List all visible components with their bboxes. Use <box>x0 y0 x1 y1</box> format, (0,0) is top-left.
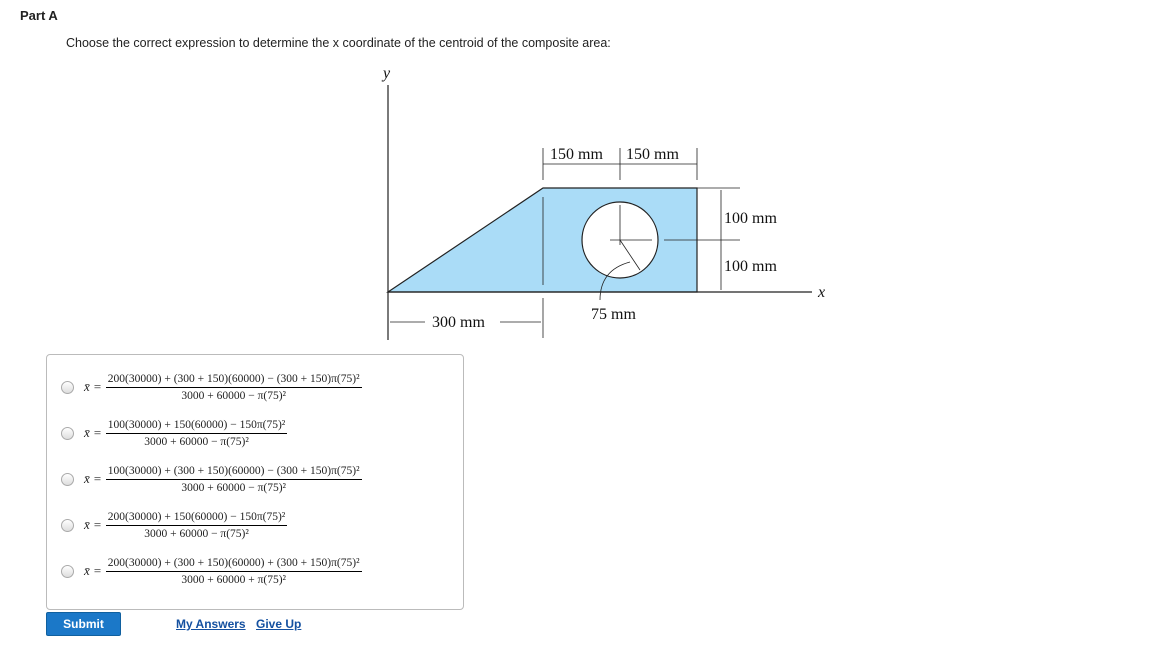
option-1[interactable]: x̄ = 200(30000) + (300 + 150)(60000) − (3… <box>61 367 362 407</box>
lhs: x̄ = <box>84 563 102 578</box>
numerator: 100(30000) + 150(60000) − 150π(75)² <box>105 419 288 434</box>
dim-100-top: 100 mm <box>724 210 777 227</box>
denominator: 3000 + 60000 − π(75)² <box>144 527 249 540</box>
dim-150-left: 150 mm <box>550 146 603 163</box>
my-answers-link[interactable]: My Answers <box>176 617 246 631</box>
numerator: 200(30000) + 150(60000) − 150π(75)² <box>105 511 288 526</box>
denominator: 3000 + 60000 − π(75)² <box>144 435 249 448</box>
radio-button[interactable] <box>61 518 74 532</box>
denominator: 3000 + 60000 + π(75)² <box>181 573 286 586</box>
denominator: 3000 + 60000 − π(75)² <box>181 481 286 494</box>
numerator: 200(30000) + (300 + 150)(60000) − (300 +… <box>105 373 362 388</box>
dim-150-right: 150 mm <box>626 146 679 163</box>
lhs: x̄ = <box>84 379 102 394</box>
radio-button[interactable] <box>61 380 74 394</box>
x-axis-label: x <box>817 284 825 301</box>
y-axis-label: y <box>381 65 391 82</box>
numerator: 200(30000) + (300 + 150)(60000) + (300 +… <box>105 557 362 572</box>
denominator: 3000 + 60000 − π(75)² <box>181 389 286 402</box>
lhs: x̄ = <box>84 425 102 440</box>
option-3[interactable]: x̄ = 100(30000) + (300 + 150)(60000) − (3… <box>61 459 362 499</box>
composite-area-diagram: y x 150 mm 150 mm 100 mm 100 mm 300 mm 7… <box>381 65 825 340</box>
dim-75-radius: 75 mm <box>591 306 636 323</box>
lhs: x̄ = <box>84 471 102 486</box>
question-prompt: Choose the correct expression to determi… <box>66 36 611 50</box>
radio-button[interactable] <box>61 426 74 440</box>
dim-100-bottom: 100 mm <box>724 258 777 275</box>
dim-300: 300 mm <box>432 314 485 331</box>
radio-button[interactable] <box>61 564 74 578</box>
submit-button[interactable]: Submit <box>46 612 121 636</box>
give-up-link[interactable]: Give Up <box>256 617 302 631</box>
answer-options: x̄ = 200(30000) + (300 + 150)(60000) − (3… <box>46 354 464 610</box>
radio-button[interactable] <box>61 472 74 486</box>
option-4[interactable]: x̄ = 200(30000) + 150(60000) − 150π(75)² 3… <box>61 505 288 545</box>
lhs: x̄ = <box>84 517 102 532</box>
option-5[interactable]: x̄ = 200(30000) + (300 + 150)(60000) + (3… <box>61 551 362 591</box>
numerator: 100(30000) + (300 + 150)(60000) − (300 +… <box>105 465 362 480</box>
option-2[interactable]: x̄ = 100(30000) + 150(60000) − 150π(75)² 3… <box>61 413 288 453</box>
part-title: Part A <box>20 8 58 23</box>
